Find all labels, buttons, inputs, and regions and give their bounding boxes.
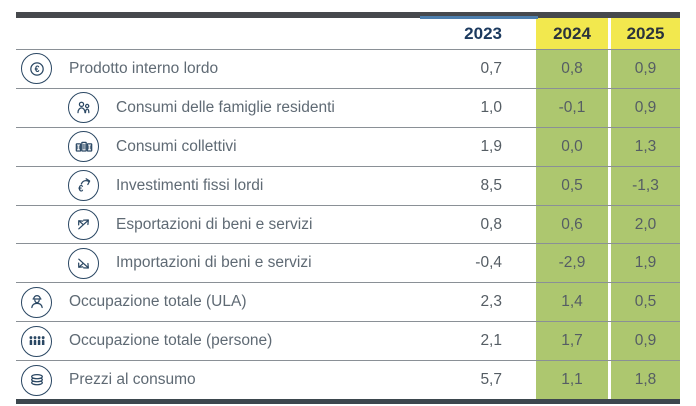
value-2023: 2,1 <box>480 332 502 350</box>
column-header-2023: 2023 <box>464 23 502 43</box>
column-gap <box>608 127 611 166</box>
family-icon <box>68 92 99 124</box>
value-2025: 0,9 <box>611 50 680 88</box>
value-2024: 0,5 <box>536 166 608 205</box>
value-2025: 1,9 <box>611 244 680 283</box>
table-row: Consumi delle famiglie residenti 1,0 -0,… <box>16 87 680 127</box>
column-gap <box>608 205 611 244</box>
column-gap <box>608 88 611 127</box>
row-label: Esportazioni di beni e servizi <box>116 215 313 233</box>
value-2023: 0,7 <box>480 59 502 77</box>
value-2025: 1,3 <box>611 127 680 166</box>
row-label: Occupazione totale (persone) <box>69 332 273 350</box>
row-label-cell: Occupazione totale (ULA) <box>16 283 436 321</box>
table-row: Prezzi al consumo 5,7 1,1 1,8 <box>16 360 680 400</box>
value-2025: 0,9 <box>611 88 680 127</box>
coins-icon <box>21 364 52 396</box>
row-label-cell: Importazioni di beni e servizi <box>16 244 436 282</box>
value-2024: 1,4 <box>536 283 608 322</box>
value-2023: -0,4 <box>475 254 502 272</box>
row-label: Occupazione totale (ULA) <box>69 293 247 311</box>
value-2024: 0,6 <box>536 205 608 244</box>
row-label-cell: € Prodotto interno lordo <box>16 50 436 88</box>
column-header-2024: 2024 <box>536 18 608 49</box>
table-row: € Investimenti fissi lordi 8,5 0,5 -1,3 <box>16 165 680 205</box>
column-gap <box>608 50 611 88</box>
table-row: Occupazione totale (persone) 2,1 1,7 0,9 <box>16 321 680 361</box>
value-2024: 0,0 <box>536 127 608 166</box>
value-2023: 8,5 <box>480 176 502 194</box>
row-label-cell: Consumi delle famiglie residenti <box>16 89 436 127</box>
svg-text:€: € <box>34 64 39 74</box>
row-label-cell: Occupazione totale (persone) <box>16 322 436 360</box>
value-2025: 1,8 <box>611 361 680 400</box>
row-label-cell: Prezzi al consumo <box>16 361 436 399</box>
value-2024: 0,8 <box>536 50 608 88</box>
column-gap <box>608 18 611 49</box>
table-body: € Prodotto interno lordo 0,7 0,8 0,9 Con… <box>16 49 680 400</box>
worker-icon <box>21 286 52 318</box>
table-row: Occupazione totale (ULA) 2,3 1,4 0,5 <box>16 282 680 322</box>
value-2024: -0,1 <box>536 88 608 127</box>
row-label: Consumi delle famiglie residenti <box>116 98 335 116</box>
value-2024: 1,1 <box>536 361 608 400</box>
column-gap <box>608 322 611 361</box>
table-row: Consumi collettivi 1,9 0,0 1,3 <box>16 126 680 166</box>
public-buildings-icon <box>68 131 99 163</box>
column-gap <box>608 283 611 322</box>
value-2023: 2,3 <box>480 293 502 311</box>
value-2025: -1,3 <box>611 166 680 205</box>
column-gap <box>608 166 611 205</box>
row-label-cell: € Investimenti fissi lordi <box>16 167 436 205</box>
value-2024: 1,7 <box>536 322 608 361</box>
value-2023: 1,0 <box>480 98 502 116</box>
value-2025: 0,9 <box>611 322 680 361</box>
svg-text:€: € <box>78 183 83 193</box>
row-label: Prezzi al consumo <box>69 371 196 389</box>
value-2023: 0,8 <box>480 215 502 233</box>
table-row: € Prodotto interno lordo 0,7 0,8 0,9 <box>16 49 680 88</box>
header-label-cell <box>16 18 436 49</box>
value-2024: -2,9 <box>536 244 608 283</box>
row-label: Consumi collettivi <box>116 137 237 155</box>
row-label-cell: Consumi collettivi <box>16 128 436 166</box>
people-icon <box>21 325 52 357</box>
blue-accent-line <box>420 16 538 19</box>
column-gap <box>608 361 611 400</box>
column-header-2025: 2025 <box>611 18 680 49</box>
table-header-row: 2023 2024 2025 <box>16 18 680 49</box>
value-2025: 0,5 <box>611 283 680 322</box>
bottom-divider-bar <box>16 399 680 405</box>
value-2023: 5,7 <box>480 371 502 389</box>
top-divider-bar <box>16 12 680 19</box>
table-row: Importazioni di beni e servizi -0,4 -2,9… <box>16 243 680 283</box>
export-arrows-icon <box>68 209 99 240</box>
row-label: Investimenti fissi lordi <box>116 176 264 194</box>
economic-forecast-table: 2023 2024 2025 € Prodotto interno lordo … <box>16 12 680 405</box>
euro-coin-icon: € <box>21 53 52 85</box>
investment-icon: € <box>68 170 99 202</box>
row-label-cell: Esportazioni di beni e servizi <box>16 206 436 244</box>
table-row: Esportazioni di beni e servizi 0,8 0,6 2… <box>16 204 680 244</box>
value-2025: 2,0 <box>611 205 680 244</box>
row-label: Importazioni di beni e servizi <box>116 254 312 272</box>
row-label: Prodotto interno lordo <box>69 59 219 77</box>
value-2023: 1,9 <box>480 137 502 155</box>
import-arrows-icon <box>68 247 99 279</box>
column-gap <box>608 244 611 283</box>
